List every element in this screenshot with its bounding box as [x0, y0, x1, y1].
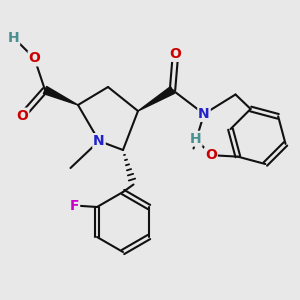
Polygon shape	[44, 86, 78, 105]
Text: O: O	[28, 52, 40, 65]
Text: F: F	[70, 199, 79, 212]
Text: O: O	[16, 109, 28, 122]
Text: H: H	[8, 31, 19, 44]
Text: H: H	[190, 132, 202, 146]
Text: O: O	[169, 47, 181, 61]
Polygon shape	[138, 87, 175, 111]
Text: N: N	[198, 107, 210, 121]
Text: O: O	[205, 148, 217, 162]
Text: N: N	[93, 134, 105, 148]
